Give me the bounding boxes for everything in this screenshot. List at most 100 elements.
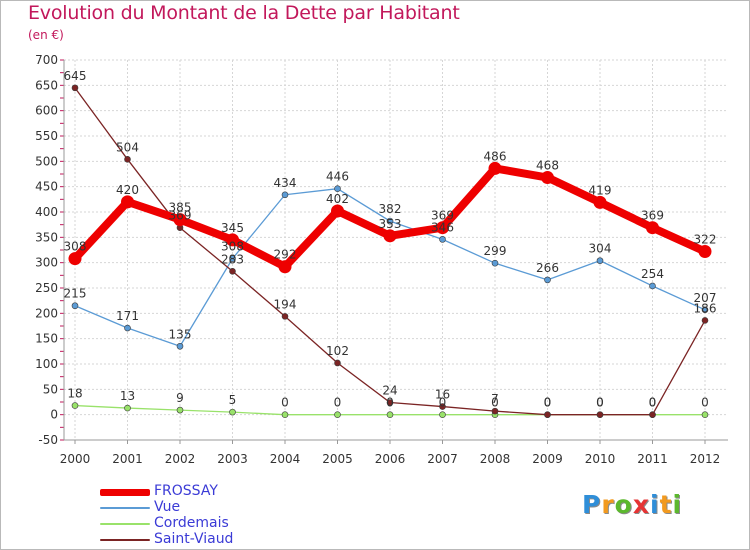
data-point-saint-viaud	[596, 411, 604, 418]
legend-label: Vue	[154, 499, 181, 515]
x-tick-label: 2012	[690, 452, 721, 466]
data-label-cordemais: 0	[649, 396, 657, 410]
legend-swatch	[100, 507, 150, 509]
data-label-frossay: 468	[536, 159, 559, 173]
data-point-cordemais	[281, 411, 289, 418]
data-label-cordemais: 5	[229, 393, 237, 407]
data-label-frossay: 419	[589, 183, 612, 197]
data-label-vue: 346	[431, 220, 454, 234]
data-label-vue: 308	[221, 240, 244, 254]
legend-swatch	[100, 523, 150, 525]
data-point-saint-viaud	[649, 411, 656, 418]
data-label-saint-viaud: 186	[694, 301, 717, 315]
data-point-vue	[649, 282, 656, 290]
data-label-cordemais: 9	[176, 391, 184, 405]
data-label-frossay: 353	[379, 217, 402, 231]
data-label-vue: 254	[641, 267, 664, 281]
data-label-frossay: 420	[116, 183, 139, 197]
data-point-cordemais	[439, 411, 446, 418]
y-tick-label: 650	[35, 78, 58, 92]
data-point-saint-viaud	[334, 359, 341, 367]
x-tick-label: 2002	[165, 452, 196, 466]
y-tick-label: 200	[35, 306, 58, 320]
data-point-frossay	[226, 233, 239, 247]
data-label-saint-viaud: 7	[491, 392, 499, 406]
data-label-vue: 382	[379, 202, 402, 216]
y-tick-label: 250	[35, 281, 58, 295]
data-label-vue: 207	[694, 291, 717, 305]
data-point-frossay	[593, 195, 607, 209]
y-tick-label: 400	[35, 205, 58, 219]
data-label-frossay: 322	[694, 233, 717, 247]
legend-item: FROSSAY	[100, 483, 360, 499]
x-tick-label: 2005	[322, 452, 353, 466]
legend-swatch	[100, 539, 150, 541]
data-label-cordemais: 0	[596, 396, 604, 410]
data-label-cordemais: 0	[544, 396, 552, 410]
data-label-frossay: 402	[326, 192, 349, 206]
data-point-cordemais	[71, 402, 79, 409]
legend-item: Vue	[100, 499, 360, 515]
data-label-saint-viaud: 24	[382, 384, 397, 398]
data-label-saint-viaud: 194	[274, 297, 297, 311]
x-tick-label: 2010	[585, 452, 616, 466]
data-point-saint-viaud	[439, 403, 446, 410]
data-label-cordemais: 0	[386, 396, 394, 410]
data-label-saint-viaud: 504	[116, 140, 139, 154]
data-point-cordemais	[701, 411, 709, 418]
data-point-frossay	[121, 195, 134, 209]
x-tick-label: 2009	[532, 452, 563, 466]
y-tick-label: 500	[35, 154, 58, 168]
data-point-vue	[596, 257, 604, 264]
y-tick-label: 100	[35, 357, 58, 371]
data-label-frossay: 486	[484, 149, 507, 163]
data-label-frossay: 308	[64, 240, 87, 254]
data-point-saint-viaud	[386, 399, 394, 406]
data-label-vue: 446	[326, 170, 349, 184]
legend-label: Cordemais	[154, 515, 229, 531]
data-point-frossay	[68, 252, 82, 266]
data-point-frossay	[698, 245, 712, 259]
data-label-saint-viaud: 0	[649, 396, 657, 410]
data-label-cordemais: 0	[281, 396, 289, 410]
legend-item: Cordemais	[100, 515, 360, 531]
data-point-vue	[176, 342, 184, 350]
data-label-vue: 171	[116, 309, 139, 323]
y-tick-label: 450	[35, 180, 58, 194]
y-tick-label: 350	[35, 230, 58, 244]
y-tick-label: -50	[38, 433, 58, 447]
proxiti-logo: Proxiti	[582, 490, 683, 519]
x-tick-label: 2006	[375, 452, 406, 466]
data-point-saint-viaud	[71, 84, 79, 92]
legend-label: FROSSAY	[154, 483, 218, 499]
legend-swatch	[100, 488, 150, 496]
data-label-vue: 266	[536, 261, 559, 275]
y-tick-label: 50	[43, 382, 58, 396]
data-point-cordemais	[176, 406, 184, 414]
data-point-cordemais	[334, 411, 341, 418]
data-label-saint-viaud: 369	[169, 209, 192, 223]
data-point-vue	[124, 324, 131, 332]
plot-area	[64, 60, 728, 440]
data-point-saint-viaud	[281, 313, 289, 320]
x-tick-label: 2008	[480, 452, 511, 466]
data-point-frossay	[646, 221, 659, 235]
data-point-vue	[229, 255, 236, 262]
y-tick-label: 600	[35, 104, 58, 118]
x-tick-label: 2003	[217, 452, 248, 466]
data-point-frossay	[383, 229, 397, 243]
data-point-vue	[281, 191, 289, 199]
data-label-saint-viaud: 16	[435, 388, 450, 402]
data-point-frossay	[331, 204, 344, 218]
x-tick-label: 2004	[270, 452, 301, 466]
data-label-cordemais: 0	[439, 396, 447, 410]
data-point-cordemais	[124, 404, 131, 412]
data-point-vue	[386, 217, 394, 225]
data-label-frossay: 369	[431, 209, 454, 223]
x-tick-label: 2000	[60, 452, 91, 466]
data-point-vue	[491, 259, 499, 267]
data-label-vue: 299	[484, 244, 507, 258]
data-point-vue	[439, 236, 446, 243]
y-tick-label: 300	[35, 256, 58, 270]
